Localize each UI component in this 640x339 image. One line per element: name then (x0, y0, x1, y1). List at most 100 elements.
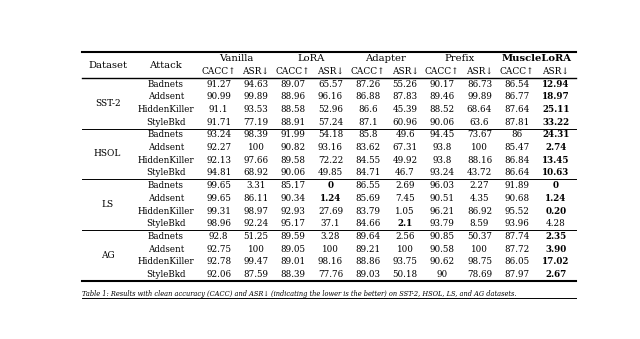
Text: 100: 100 (471, 245, 488, 254)
Text: 25.11: 25.11 (542, 105, 570, 114)
Text: 49.92: 49.92 (392, 156, 417, 165)
Text: HiddenKiller: HiddenKiller (138, 206, 194, 216)
Text: Table 1: Results with clean accuracy (CACC) and ASR↓ (indicating the lower is th: Table 1: Results with clean accuracy (CA… (83, 291, 517, 298)
Text: 2.35: 2.35 (545, 232, 566, 241)
Text: ASR↓: ASR↓ (392, 67, 419, 76)
Text: 87.81: 87.81 (504, 118, 529, 127)
Text: 93.8: 93.8 (433, 143, 452, 152)
Text: 93.79: 93.79 (430, 219, 455, 228)
Text: 86.77: 86.77 (504, 92, 529, 101)
Text: StyleBkd: StyleBkd (146, 118, 186, 127)
Text: 0.20: 0.20 (545, 206, 566, 216)
Text: 10.63: 10.63 (542, 168, 570, 178)
Text: 92.78: 92.78 (206, 257, 231, 266)
Text: 92.8: 92.8 (209, 232, 228, 241)
Text: Attack: Attack (150, 61, 182, 69)
Text: 91.99: 91.99 (281, 131, 306, 139)
Text: 52.96: 52.96 (318, 105, 343, 114)
Text: 7.45: 7.45 (395, 194, 415, 203)
Text: 86.92: 86.92 (467, 206, 492, 216)
Text: 98.96: 98.96 (206, 219, 231, 228)
Text: 89.46: 89.46 (429, 92, 455, 101)
Text: 0: 0 (328, 181, 333, 190)
Text: 45.39: 45.39 (392, 105, 417, 114)
Text: 84.55: 84.55 (355, 156, 380, 165)
Text: 2.69: 2.69 (396, 181, 415, 190)
Text: 87.64: 87.64 (504, 105, 529, 114)
Text: 55.26: 55.26 (392, 80, 417, 89)
Text: LS: LS (102, 200, 114, 209)
Text: 89.05: 89.05 (281, 245, 306, 254)
Text: 92.93: 92.93 (281, 206, 306, 216)
Text: 65.57: 65.57 (318, 80, 343, 89)
Text: 72.22: 72.22 (318, 156, 343, 165)
Text: 92.06: 92.06 (206, 270, 231, 279)
Text: CACC↑: CACC↑ (276, 67, 310, 76)
Text: 51.25: 51.25 (243, 232, 268, 241)
Text: 50.37: 50.37 (467, 232, 492, 241)
Text: 18.97: 18.97 (542, 92, 570, 101)
Text: 90.58: 90.58 (430, 245, 455, 254)
Text: 86: 86 (511, 131, 522, 139)
Text: HiddenKiller: HiddenKiller (138, 105, 194, 114)
Text: 89.01: 89.01 (280, 257, 306, 266)
Text: 88.58: 88.58 (280, 105, 306, 114)
Text: 0: 0 (553, 181, 559, 190)
Text: StyleBkd: StyleBkd (146, 270, 186, 279)
Text: 86.11: 86.11 (243, 194, 269, 203)
Text: Vanilla: Vanilla (219, 54, 253, 63)
Text: HiddenKiller: HiddenKiller (138, 156, 194, 165)
Text: 86.73: 86.73 (467, 80, 492, 89)
Text: 99.65: 99.65 (206, 181, 231, 190)
Text: Badnets: Badnets (148, 80, 184, 89)
Text: 96.21: 96.21 (429, 206, 455, 216)
Text: 87.83: 87.83 (392, 92, 417, 101)
Text: 100: 100 (248, 143, 264, 152)
Text: 83.62: 83.62 (355, 143, 380, 152)
Text: 99.89: 99.89 (467, 92, 492, 101)
Text: 89.64: 89.64 (355, 232, 380, 241)
Text: 97.66: 97.66 (243, 156, 269, 165)
Text: 99.31: 99.31 (206, 206, 231, 216)
Text: LoRA: LoRA (297, 54, 324, 63)
Text: 92.27: 92.27 (206, 143, 231, 152)
Text: 60.96: 60.96 (392, 118, 417, 127)
Text: 57.24: 57.24 (318, 118, 343, 127)
Text: 93.96: 93.96 (504, 219, 529, 228)
Text: 91.71: 91.71 (206, 118, 231, 127)
Text: 12.94: 12.94 (542, 80, 570, 89)
Text: 1.24: 1.24 (545, 194, 566, 203)
Text: 3.28: 3.28 (321, 232, 340, 241)
Text: 89.58: 89.58 (281, 156, 306, 165)
Text: 86.84: 86.84 (504, 156, 529, 165)
Text: MuscleLoRA: MuscleLoRA (501, 54, 572, 63)
Text: 78.69: 78.69 (467, 270, 492, 279)
Text: Prefix: Prefix (445, 54, 475, 63)
Text: 3.90: 3.90 (545, 245, 566, 254)
Text: 99.65: 99.65 (206, 194, 231, 203)
Text: 2.27: 2.27 (470, 181, 490, 190)
Text: 24.31: 24.31 (542, 131, 570, 139)
Text: 90.34: 90.34 (280, 194, 306, 203)
Text: Adapter: Adapter (365, 54, 406, 63)
Text: 89.59: 89.59 (281, 232, 306, 241)
Text: 88.96: 88.96 (280, 92, 306, 101)
Text: 4.28: 4.28 (546, 219, 566, 228)
Text: 100: 100 (322, 245, 339, 254)
Text: 77.76: 77.76 (318, 270, 343, 279)
Text: 92.13: 92.13 (206, 156, 231, 165)
Text: 85.69: 85.69 (355, 194, 380, 203)
Text: CACC↑: CACC↑ (202, 67, 236, 76)
Text: 90.62: 90.62 (429, 257, 455, 266)
Text: Addsent: Addsent (148, 92, 184, 101)
Text: 4.35: 4.35 (470, 194, 490, 203)
Text: 2.56: 2.56 (396, 232, 415, 241)
Text: Addsent: Addsent (148, 194, 184, 203)
Text: 68.64: 68.64 (467, 105, 492, 114)
Text: 49.6: 49.6 (395, 131, 415, 139)
Text: 95.52: 95.52 (504, 206, 529, 216)
Text: 93.16: 93.16 (318, 143, 343, 152)
Text: 86.6: 86.6 (358, 105, 378, 114)
Text: 94.45: 94.45 (429, 131, 455, 139)
Text: 3.31: 3.31 (246, 181, 266, 190)
